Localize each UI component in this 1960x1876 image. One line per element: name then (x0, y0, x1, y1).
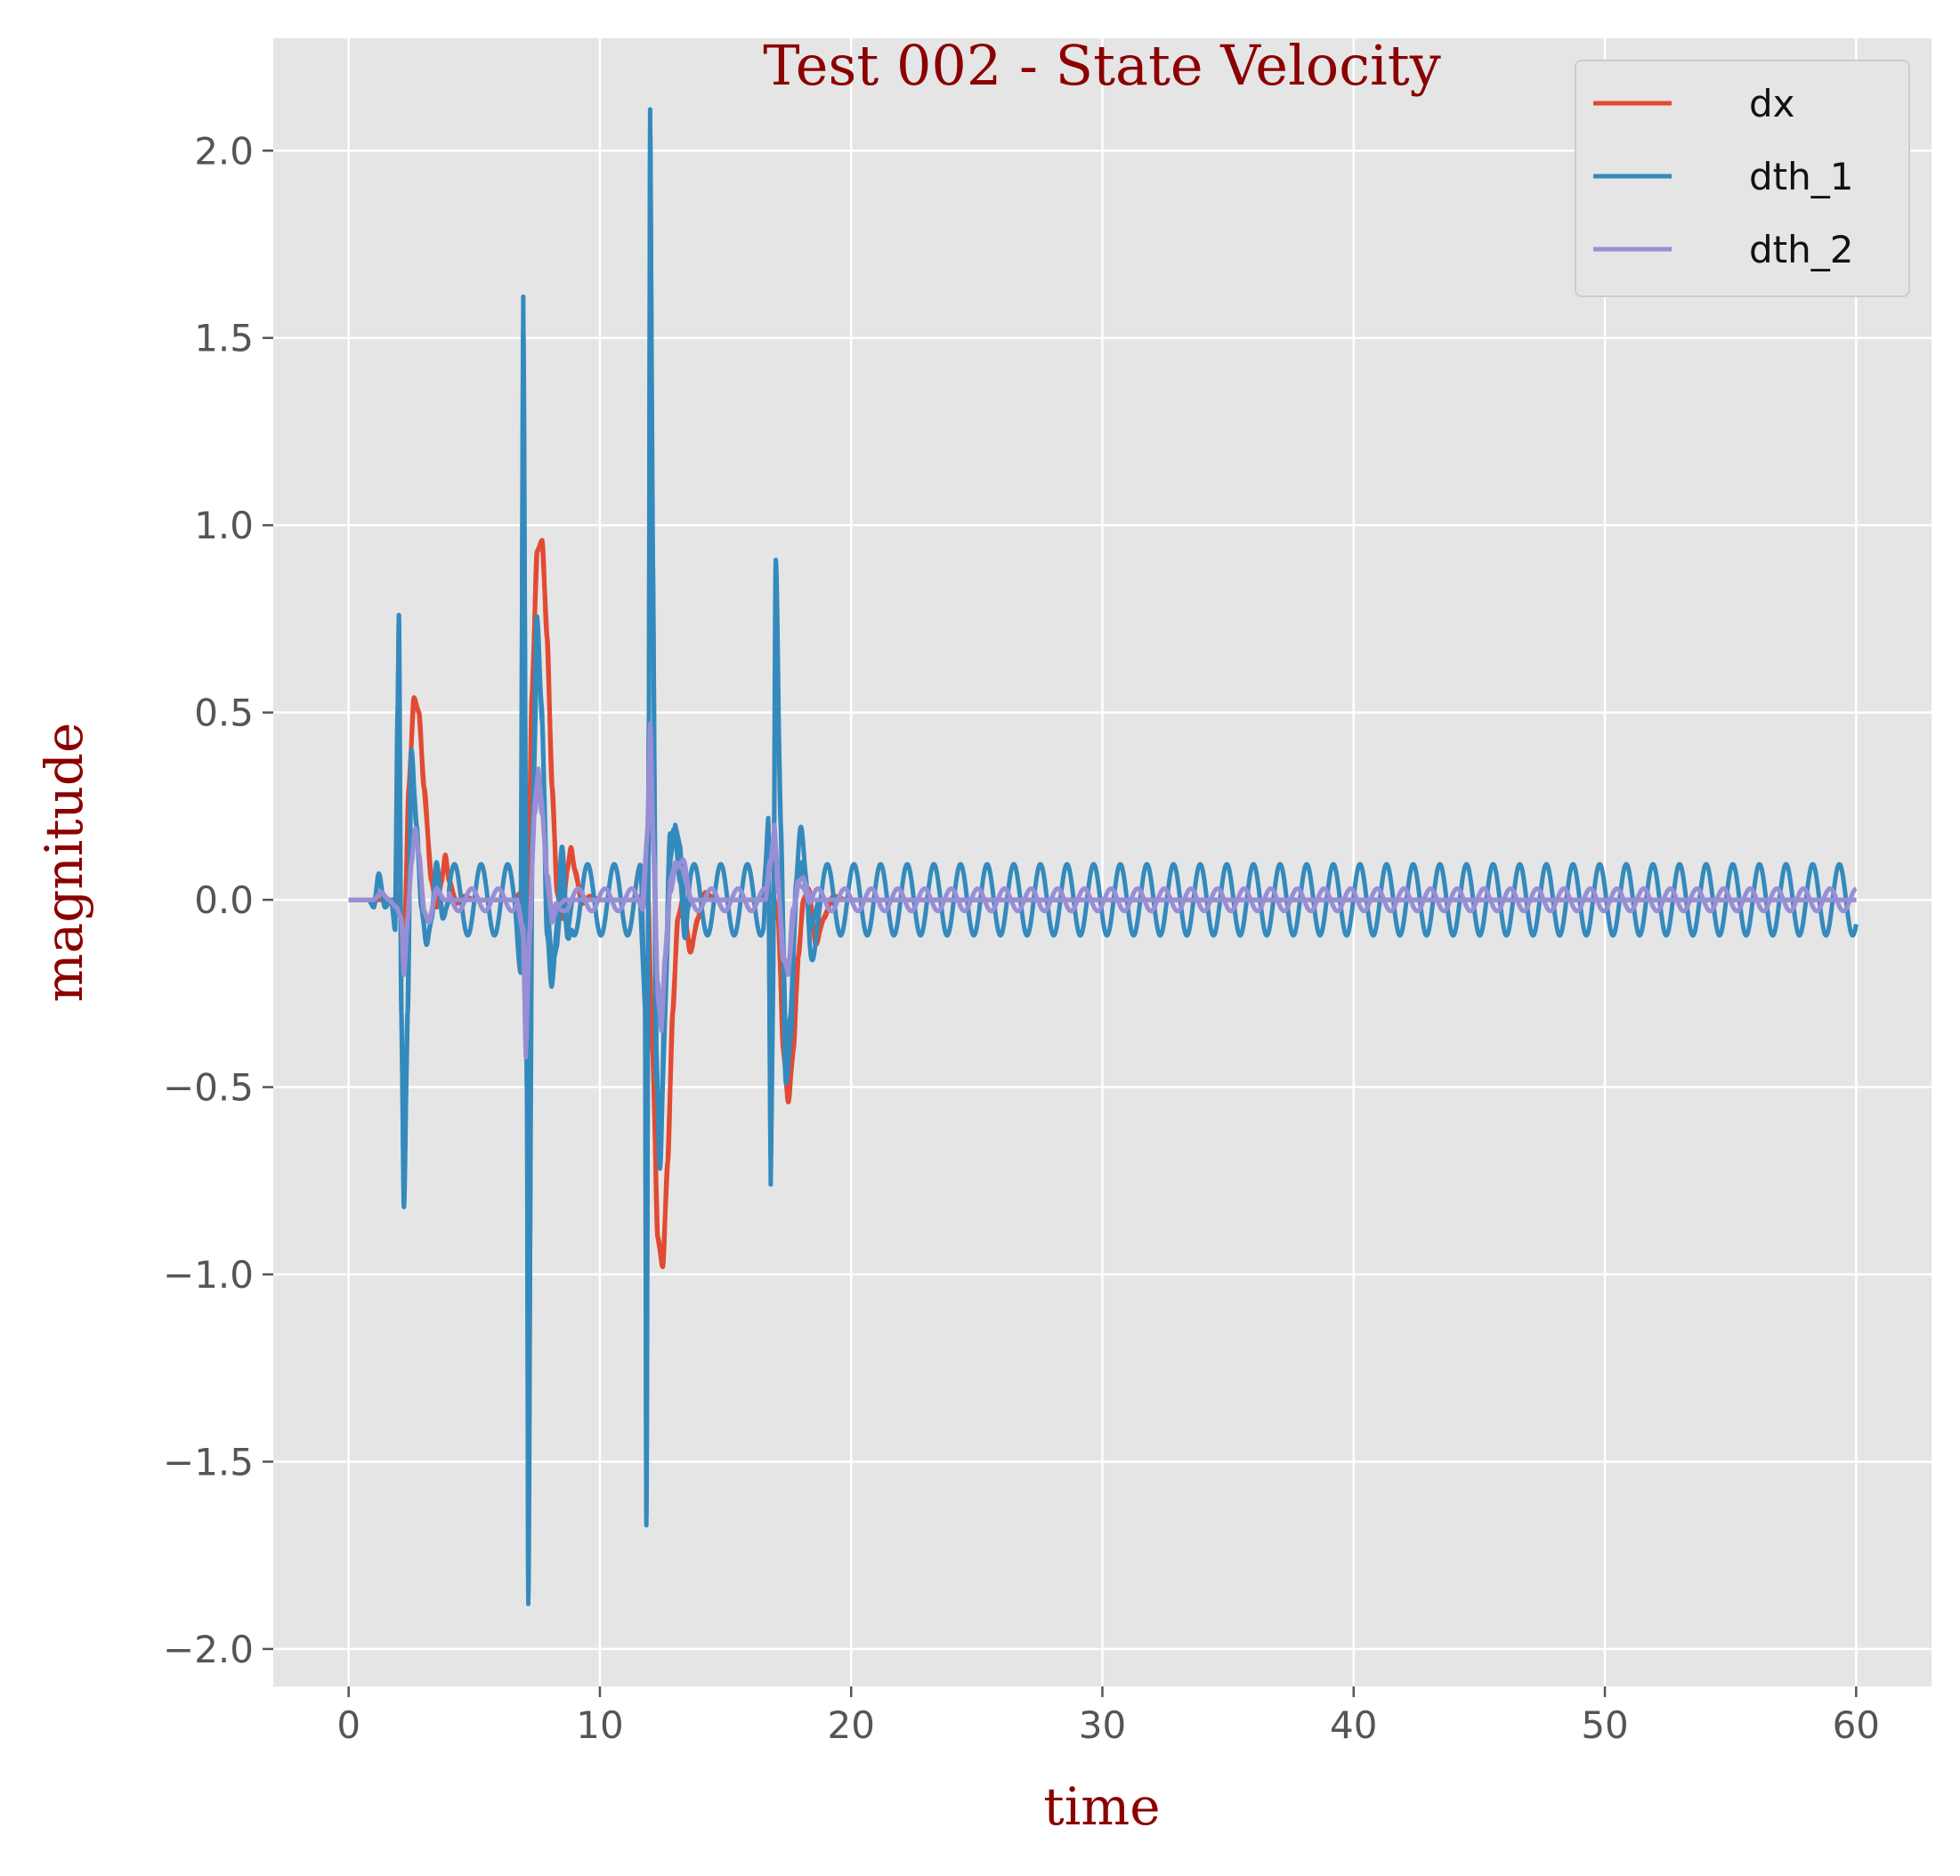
legend-label-dx: dx (1749, 82, 1795, 125)
y-tick-label: −2.0 (163, 1628, 254, 1671)
grid-lines (273, 38, 1932, 1686)
x-tick-label: 60 (1833, 1703, 1880, 1747)
x-tick-label: 0 (336, 1703, 360, 1747)
series-line-dth_2-events (348, 721, 1857, 1060)
legend: dx dth_1 dth_2 (1575, 60, 1910, 297)
legend-box (1575, 60, 1910, 297)
y-tick-label: −1.5 (163, 1440, 254, 1484)
y-axis-label: magnitude (34, 723, 94, 1003)
x-tick-label: 40 (1330, 1703, 1377, 1747)
y-tick-label: 2.0 (194, 129, 254, 173)
y-tick-label: 0.5 (194, 691, 254, 735)
y-tick-label: −1.0 (163, 1253, 254, 1297)
x-axis-label: time (1043, 1776, 1160, 1837)
legend-label-dth_2: dth_2 (1749, 228, 1853, 271)
y-tick-label: 1.0 (194, 504, 254, 547)
axis-ticks: 0 10 20 30 40 50 60 −2.0 −1.5 −1.0 −0.5 0.0 0.5 1.0 1.… (163, 129, 1880, 1747)
y-tick-label: −0.5 (163, 1066, 254, 1110)
x-tick-label: 50 (1581, 1703, 1628, 1747)
x-tick-label: 20 (828, 1703, 875, 1747)
y-tick-label: 0.0 (194, 878, 254, 922)
series-line-dth_1-events (348, 107, 1857, 1606)
series-line-dth_1 (346, 127, 1859, 1602)
chart-title: Test 002 - State Velocity (763, 33, 1440, 98)
x-tick-label: 10 (576, 1703, 623, 1747)
y-tick-label: 1.5 (194, 317, 254, 360)
series-lines (346, 107, 1859, 1606)
x-tick-label: 30 (1079, 1703, 1126, 1747)
series-line-dth_2 (346, 724, 1859, 1048)
legend-label-dth_1: dth_1 (1749, 155, 1853, 198)
